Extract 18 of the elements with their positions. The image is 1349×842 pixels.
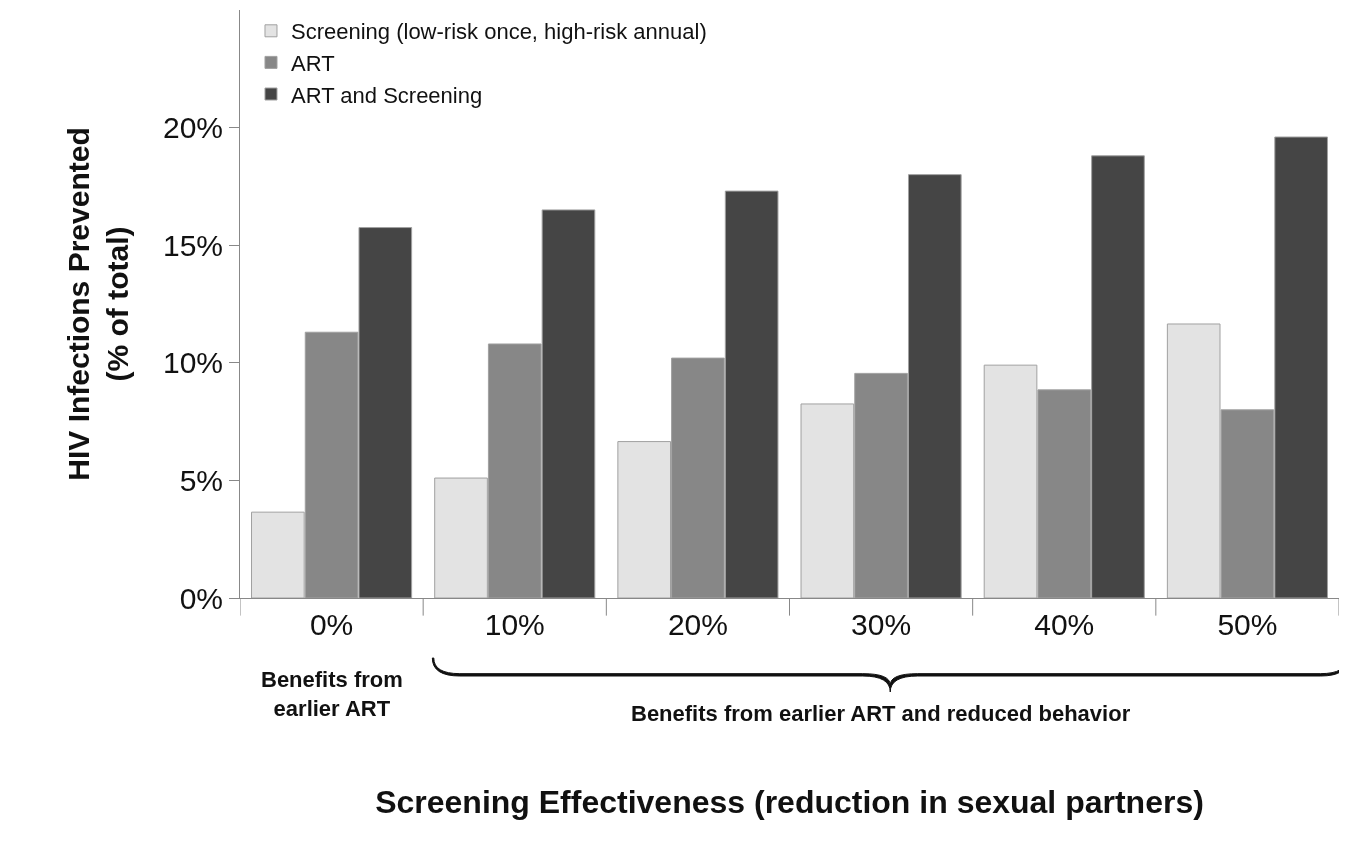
- legend-label: ART: [290, 50, 335, 76]
- x-tick-label: 40%: [1034, 608, 1095, 641]
- legend-label: ART and Screening: [290, 82, 483, 108]
- x-tick-label: 30%: [851, 608, 912, 641]
- y-axis-title: HIV Infections Prevented (% of total): [61, 127, 134, 481]
- y-tick-label: 5%: [179, 463, 223, 497]
- x-axis-title: Screening Effectiveness (reduction in sexual partners): [375, 783, 1204, 820]
- y-tick-label: 15%: [162, 228, 223, 262]
- x-tick-label: 50%: [1217, 608, 1278, 641]
- text: Benefits from earlier ART and reduced behavior: [631, 701, 1131, 726]
- legend-label: Screening (low-risk once, high-risk annual): [290, 19, 707, 45]
- text: Benefits from earlier ART: [261, 667, 403, 721]
- y-tick-label: 10%: [162, 346, 223, 380]
- x-tick-label: 0%: [309, 608, 354, 641]
- y-tick-label: 20%: [162, 111, 223, 145]
- y-tick-label: 0%: [179, 581, 223, 615]
- x-tick-label: 10%: [484, 608, 545, 641]
- x-tick-label: 20%: [667, 608, 728, 641]
